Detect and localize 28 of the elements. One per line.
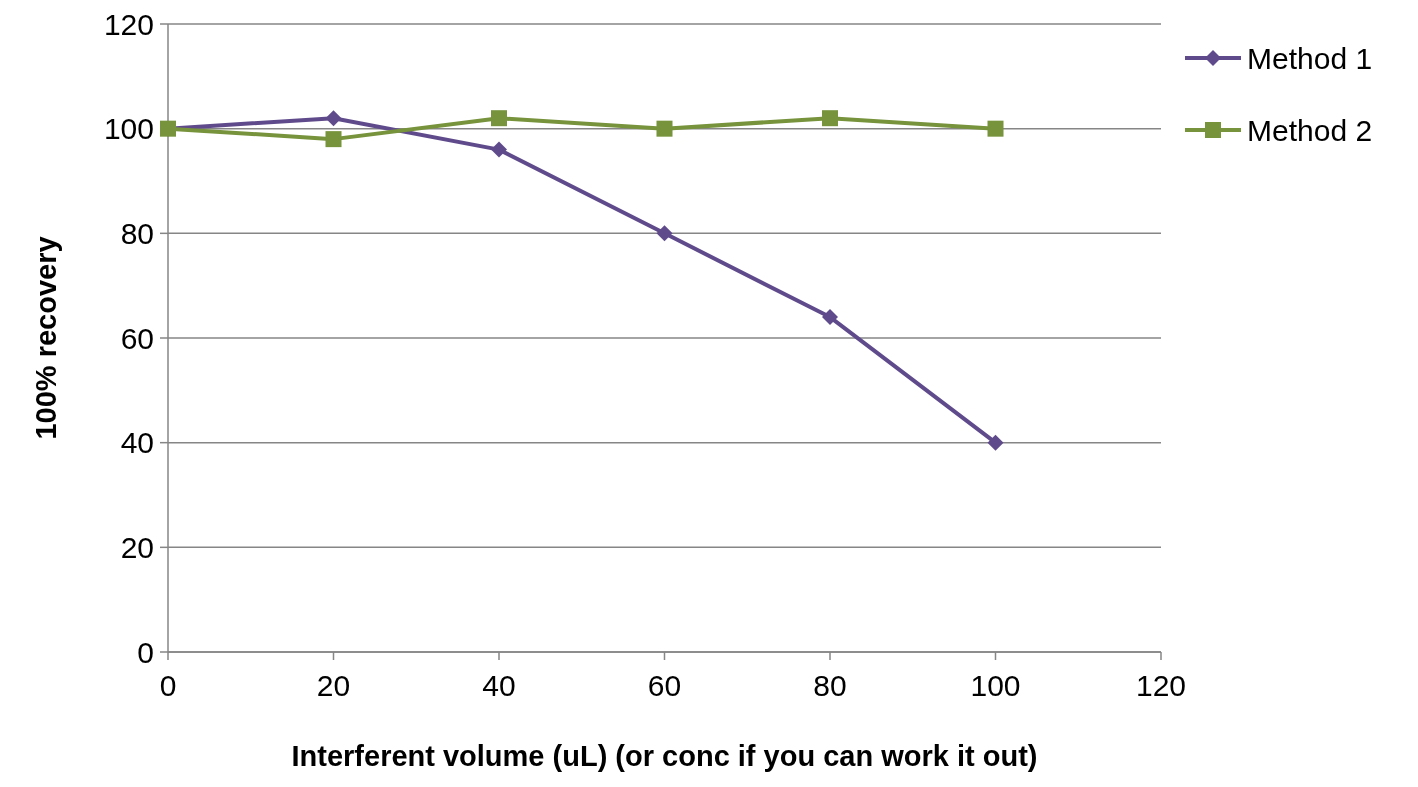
point	[325, 131, 342, 148]
point	[822, 110, 838, 127]
point	[491, 110, 507, 127]
x-tick-label: 0	[159, 669, 177, 702]
x-tick-label: 100	[970, 669, 1021, 702]
point	[656, 120, 673, 137]
x-axis-title: Interferent volume (uL) (or conc if you can work it out)	[291, 740, 1038, 772]
y-tick-label: 60	[120, 321, 154, 355]
y-tick-label: 40	[120, 426, 154, 460]
x-tick-label: 40	[482, 669, 516, 702]
x-tick-label: 20	[316, 669, 351, 702]
y-tick-label: 0	[137, 635, 154, 669]
y-axis-title: 100% recovery	[30, 236, 62, 440]
y-tick-label: 80	[120, 216, 154, 250]
legend-label: Method 2	[1247, 113, 1373, 147]
legend-label: Method 1	[1247, 41, 1373, 75]
point	[325, 110, 342, 127]
point	[491, 141, 507, 158]
point	[656, 225, 673, 242]
point	[822, 309, 838, 326]
y-tick-label: 20	[120, 530, 154, 564]
y-tick-label: 100	[103, 112, 154, 146]
point	[987, 434, 1004, 451]
x-tick-label: 120	[1135, 669, 1187, 702]
y-tick-label: 120	[103, 7, 154, 41]
point	[987, 120, 1004, 137]
x-tick-label: 60	[647, 669, 682, 702]
x-tick-label: 80	[813, 669, 847, 702]
